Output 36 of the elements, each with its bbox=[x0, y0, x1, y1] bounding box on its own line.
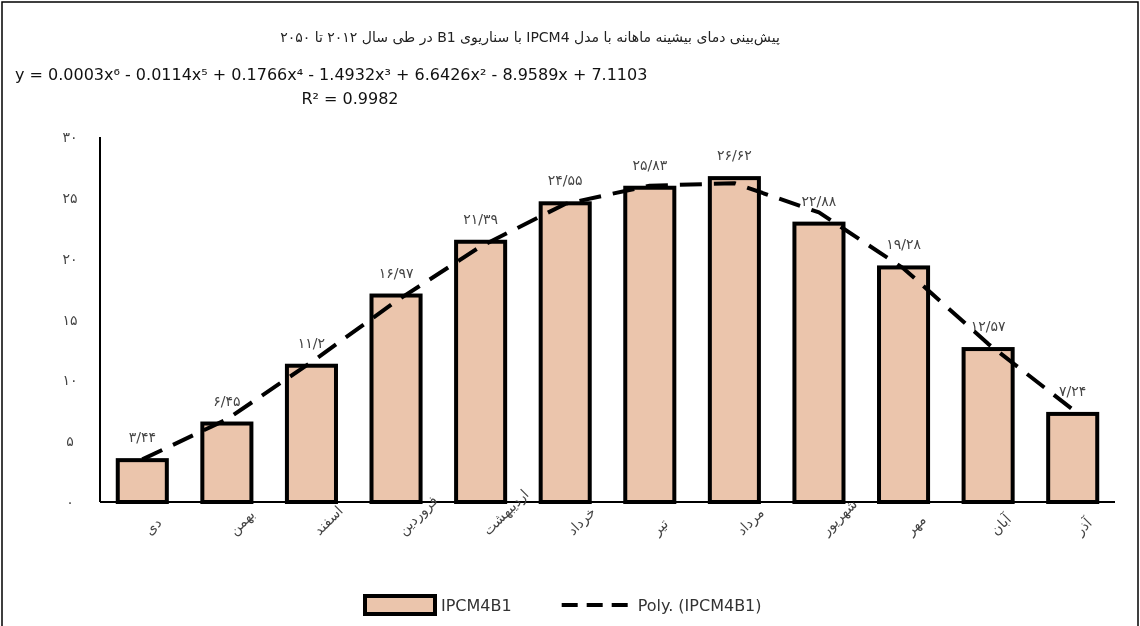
x-tick-label: آبان bbox=[986, 510, 1015, 539]
x-tick-label: اردیبهشت bbox=[479, 486, 533, 539]
x-tick-label: بهمن bbox=[225, 506, 259, 539]
text: R² = 0.9982 bbox=[301, 89, 399, 108]
data-label: ۶/۴۵ bbox=[213, 392, 241, 409]
x-tick-label: آذر bbox=[1070, 514, 1097, 540]
x-tick-label: تیر bbox=[647, 515, 672, 540]
text: y = 0.0003x⁶ - 0.0114x⁵ + 0.1766x⁴ - 1.4932x³ + 6.6426x² - 8.9589x + 7.1103 bbox=[15, 65, 648, 84]
x-tick-label: فروردین bbox=[394, 492, 442, 539]
x-tick-label: مهر bbox=[901, 511, 930, 540]
x-tick-label: مرداد bbox=[733, 504, 768, 539]
legend-label: Poly. (IPCM4B1) bbox=[637, 596, 762, 615]
y-tick-label: ۱۰ bbox=[62, 372, 78, 389]
y-tick-label: ۳۰ bbox=[62, 129, 78, 145]
y-tick-label: ۱۵ bbox=[62, 311, 78, 328]
data-label: ۱۱/۲ bbox=[297, 334, 326, 351]
data-label: ۲۵/۸۳ bbox=[632, 156, 668, 173]
data-label: ۲۲/۸۸ bbox=[801, 192, 837, 209]
data-label: ۱۲/۵۷ bbox=[970, 318, 1006, 335]
data-label: ۲۶/۶۲ bbox=[716, 147, 752, 164]
legend-label: IPCM4B1 bbox=[441, 596, 512, 615]
y-tick-label: ۰ bbox=[66, 494, 74, 510]
x-tick-label: شهریور bbox=[817, 495, 861, 540]
x-tick-label: اسفند bbox=[310, 502, 346, 539]
y-tick-label: ۲۵ bbox=[62, 189, 78, 206]
data-label: ۲۴/۵۵ bbox=[547, 172, 583, 189]
y-tick-label: ۲۰ bbox=[62, 250, 78, 267]
data-label: ۱۹/۲۸ bbox=[886, 236, 922, 253]
x-tick-label: دی bbox=[141, 514, 165, 539]
chart-title: پیش‌بینی دمای بیشینه ماهانه با مدل IPCM4 با سناریوی B1 در طی سال ۲۰۱۲ تا ۲۰۵۰ bbox=[280, 29, 780, 46]
y-tick-label: ۵ bbox=[66, 433, 74, 450]
data-label: ۱۶/۹۷ bbox=[378, 264, 414, 281]
x-tick-label: خرداد bbox=[564, 503, 600, 539]
data-label: ۷/۲۴ bbox=[1059, 382, 1087, 399]
data-label: ۳/۴۴ bbox=[128, 429, 156, 446]
data-label: ۲۱/۳۹ bbox=[463, 210, 499, 227]
